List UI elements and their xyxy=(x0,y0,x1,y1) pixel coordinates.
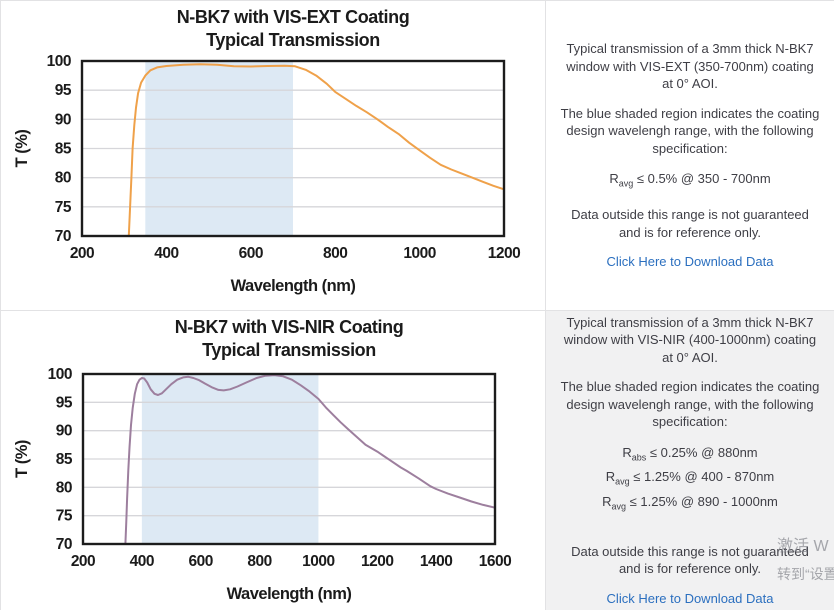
x-axis-label: Wavelength (nm) xyxy=(231,277,356,295)
description-text: Typical transmission of a 3mm thick N-BK… xyxy=(563,314,817,365)
chart-cell-vis-ext: N-BK7 with VIS-EXT Coating Typical Trans… xyxy=(1,1,545,310)
y-axis-label: T (%) xyxy=(13,130,31,168)
x-tick-label: 800 xyxy=(323,245,347,262)
spec-block: Rabs ≤ 0.25% @ 880nm Ravg ≤ 1.25% @ 400 … xyxy=(602,443,778,517)
y-tick-label: 70 xyxy=(56,536,72,553)
spec-line: Ravg ≤ 1.25% @ 400 - 870nm xyxy=(605,469,775,488)
y-tick-label: 85 xyxy=(55,141,72,158)
shaded-region-note: The blue shaded region indicates the coa… xyxy=(560,105,820,156)
download-data-link[interactable]: Click Here to Download Data xyxy=(606,254,774,270)
chart-title-line1: N-BK7 with VIS-EXT Coating xyxy=(176,7,410,27)
x-tick-label: 200 xyxy=(71,553,95,570)
chart-title-vis-nir: N-BK7 with VIS-NIR Coating Typical Trans… xyxy=(17,316,561,362)
x-tick-label: 1000 xyxy=(403,245,435,262)
disclaimer-text: Data outside this range is not guarantee… xyxy=(571,207,809,240)
y-tick-label: 80 xyxy=(56,479,72,496)
y-tick-label: 75 xyxy=(56,508,73,525)
x-tick-label: 600 xyxy=(239,245,263,262)
x-tick-label: 400 xyxy=(130,553,154,570)
description-panel-vis-nir: Typical transmission of a 3mm thick N-BK… xyxy=(545,310,834,610)
transmission-chart-vis-ext: 70 75 80 85 90 95 100 200 400 600 800 1000 1200 Wavel… xyxy=(13,53,521,295)
y-tick-label: 90 xyxy=(55,111,71,128)
chart-title-vis-ext: N-BK7 with VIS-EXT Coating Typical Trans… xyxy=(21,6,565,52)
y-tick-label: 100 xyxy=(48,366,72,383)
transmission-chart-vis-nir: 70 75 80 85 90 95 100 200 400 600 800 1000 1200 1400 1… xyxy=(13,366,512,603)
shaded-region-note: The blue shaded region indicates the coa… xyxy=(560,379,820,430)
spec-line: Rabs ≤ 0.25% @ 880nm xyxy=(622,444,758,463)
y-axis-label: T (%) xyxy=(13,440,31,478)
chart-title-line1: N-BK7 with VIS-NIR Coating xyxy=(174,317,404,337)
disclaimer-text: Data outside this range is not guarantee… xyxy=(571,543,809,577)
spec-block: Ravg ≤ 0.5% @ 350 - 700nm xyxy=(609,169,770,194)
download-data-link[interactable]: Click Here to Download Data xyxy=(606,590,774,606)
spec-line: Ravg ≤ 1.25% @ 890 - 1000nm xyxy=(602,494,778,512)
chart-cell-vis-nir: N-BK7 with VIS-NIR Coating Typical Trans… xyxy=(1,310,545,610)
chart-title-line2: Typical Transmission xyxy=(206,30,380,50)
y-tick-label: 80 xyxy=(55,170,71,187)
x-tick-label: 200 xyxy=(70,245,94,262)
description-panel-vis-ext: Typical transmission of a 3mm thick N-BK… xyxy=(545,1,834,310)
transmission-curve xyxy=(127,63,505,237)
y-tick-label: 90 xyxy=(56,423,72,440)
y-tick-label: 85 xyxy=(56,451,73,468)
chart-title-line2: Typical Transmission xyxy=(202,340,376,360)
x-tick-label: 1400 xyxy=(420,553,452,570)
x-tick-label: 400 xyxy=(154,245,178,262)
y-tick-label: 70 xyxy=(55,228,71,245)
description-text: Typical transmission of a 3mm thick N-BK… xyxy=(566,41,814,92)
y-tick-label: 75 xyxy=(55,199,72,216)
x-tick-label: 1600 xyxy=(479,553,511,570)
y-tick-label: 100 xyxy=(47,53,71,70)
spec-line: Ravg ≤ 0.5% @ 350 - 700nm xyxy=(609,171,771,190)
x-axis-label: Wavelength (nm) xyxy=(227,585,352,603)
x-tick-label: 800 xyxy=(247,553,271,570)
transmission-curve xyxy=(124,374,496,545)
x-tick-label: 1200 xyxy=(488,245,520,262)
x-tick-label: 1000 xyxy=(302,553,334,570)
x-tick-label: 1200 xyxy=(361,553,393,570)
y-tick-label: 95 xyxy=(55,82,72,99)
x-tick-label: 600 xyxy=(189,553,213,570)
y-tick-label: 95 xyxy=(56,394,73,411)
